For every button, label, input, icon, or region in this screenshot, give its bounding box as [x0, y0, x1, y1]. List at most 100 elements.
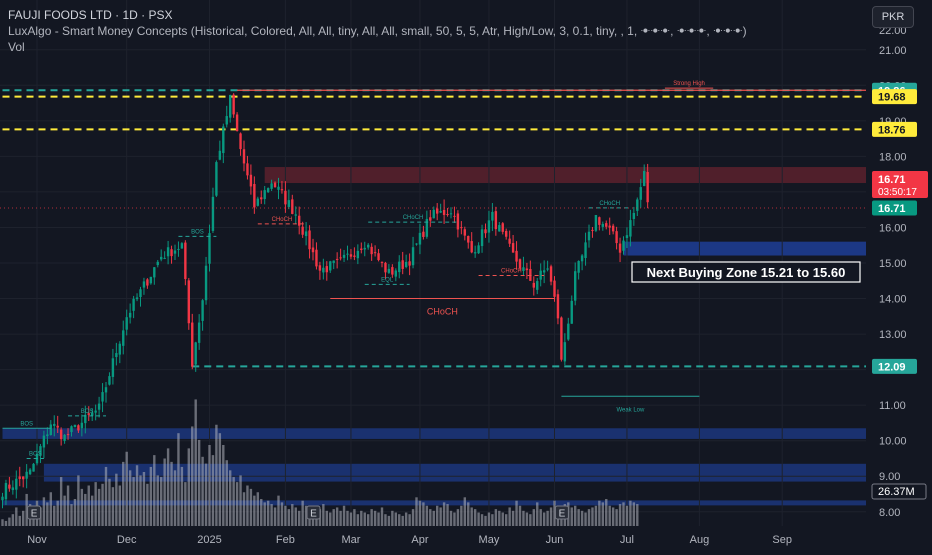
volume-bar	[411, 509, 415, 526]
volume-legend[interactable]: Vol	[8, 40, 25, 54]
buying-zone-annotation: Next Buying Zone 15.21 to 15.60	[631, 261, 861, 283]
volume-bar	[25, 493, 28, 526]
candle-body	[249, 174, 253, 187]
structure-label: CHoCH	[501, 268, 522, 274]
chart-title[interactable]: FAUJI FOODS LTD · 1D · PSX	[8, 8, 173, 22]
candle-body	[218, 150, 222, 160]
volume-bar	[494, 509, 498, 526]
candle-body	[353, 255, 356, 257]
y-tick-label: 22.00	[879, 25, 907, 37]
volume-bar	[484, 515, 487, 526]
volume-bar	[508, 507, 511, 526]
volume-bar	[453, 512, 456, 526]
last-price-text: 16.71	[878, 174, 906, 186]
volume-bar	[128, 470, 132, 526]
y-tick-label: 18.00	[879, 151, 907, 163]
volume-bar	[629, 500, 632, 526]
candle-body	[387, 268, 391, 273]
candle-body	[477, 245, 480, 254]
volume-bar	[229, 470, 232, 526]
candle-body	[456, 213, 460, 230]
volume-bar	[170, 461, 173, 526]
candle-body	[270, 183, 273, 189]
candle-body	[501, 223, 504, 232]
candle-body	[304, 231, 308, 237]
volume-bar	[608, 505, 611, 526]
volume-bar	[111, 487, 115, 526]
volume-bar	[377, 512, 380, 526]
candle-body	[574, 271, 577, 301]
candle-body	[25, 471, 28, 479]
volume-bar	[94, 482, 97, 526]
structure-label: CHoCH	[599, 201, 620, 207]
volume-bar	[222, 445, 225, 526]
candle-body	[542, 270, 546, 273]
candle-body	[605, 223, 608, 227]
volume-badge-text: 26.37M	[878, 486, 915, 498]
volume-bar	[363, 512, 366, 526]
candle-body	[122, 330, 125, 346]
candle-body	[246, 163, 249, 176]
volume-bar	[15, 507, 18, 526]
structure-label: BOS	[81, 409, 94, 415]
y-tick-label: 13.00	[879, 329, 907, 341]
candle-body	[128, 312, 132, 318]
candle-body	[173, 250, 177, 254]
candle-body	[263, 190, 266, 200]
price-badge-text: 19.68	[878, 92, 906, 104]
candle-body	[511, 243, 515, 253]
candle-body	[201, 300, 204, 321]
last-price-bg	[872, 171, 928, 198]
zone-box	[2, 428, 866, 439]
volume-bar	[191, 426, 194, 526]
candle-body	[529, 268, 532, 281]
candle-body	[563, 342, 567, 362]
volume-bar	[325, 510, 328, 526]
volume-bar	[346, 510, 349, 526]
volume-bar	[135, 465, 139, 526]
volume-bar	[515, 500, 518, 526]
candle-body	[577, 260, 580, 273]
volume-bar	[232, 477, 235, 526]
candle-body	[260, 197, 263, 200]
candle-body	[432, 209, 435, 219]
y-tick-label: 11.00	[879, 400, 906, 412]
volume-bar	[256, 492, 259, 526]
candle-body	[439, 211, 442, 213]
volume-bar	[356, 514, 360, 526]
volume-bar	[439, 507, 442, 526]
volume-bar	[304, 505, 308, 526]
candle-body	[494, 211, 498, 230]
candle-body	[284, 190, 287, 205]
candle-body	[287, 200, 291, 207]
volume-bar	[97, 488, 101, 526]
volume-bar	[532, 509, 535, 526]
x-tick-label: Mar	[341, 534, 360, 546]
volume-bar	[173, 470, 177, 526]
volume-bar	[518, 505, 522, 526]
indicator-legend[interactable]: LuxAlgo - Smart Money Concepts (Historic…	[8, 24, 747, 38]
candle-body	[132, 298, 135, 311]
volume-bar	[132, 477, 135, 526]
candle-body	[191, 322, 194, 367]
candle-body	[235, 114, 239, 132]
structure-label: BOS	[191, 229, 204, 235]
candle-body	[104, 387, 108, 393]
candle-body	[505, 230, 508, 237]
candle-body	[49, 424, 52, 435]
candle-body	[298, 215, 301, 226]
candle-body	[473, 252, 477, 254]
candle-body	[436, 208, 439, 214]
candle-body	[39, 446, 42, 456]
candle-body	[580, 255, 584, 262]
volume-bar	[225, 460, 228, 526]
volume-bar	[11, 514, 15, 526]
candle-body	[394, 270, 397, 277]
volume-bar	[215, 424, 218, 526]
currency-button[interactable]: PKR	[872, 6, 914, 28]
volume-bar	[249, 488, 253, 526]
candle-body	[177, 248, 180, 250]
volume-bar	[339, 510, 342, 526]
